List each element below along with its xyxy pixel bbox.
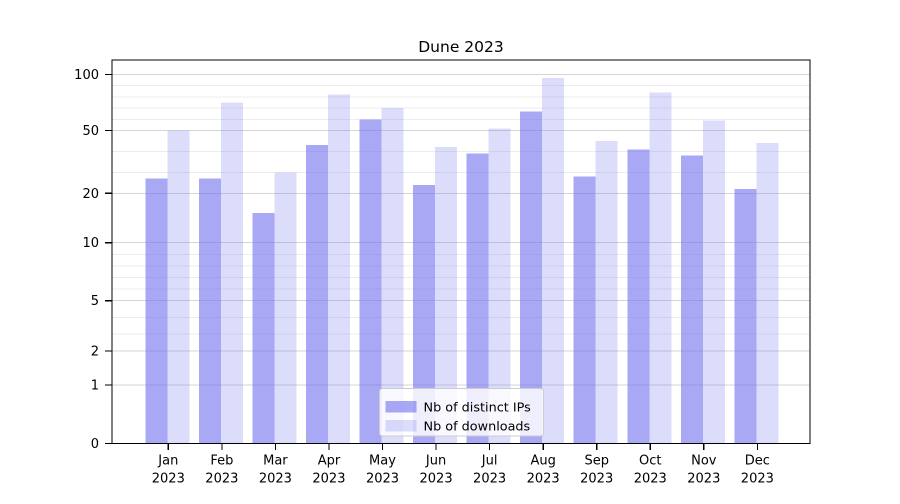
x-tick-label-month: Mar <box>263 454 288 469</box>
y-tick-label: 0 <box>91 437 99 452</box>
legend-swatch-downloads <box>385 420 417 432</box>
y-tick-label: 50 <box>82 124 99 139</box>
bar-segment <box>145 178 168 444</box>
chart-title: Dune 2023 <box>418 38 504 56</box>
x-tick-label-month: Dec <box>745 454 770 469</box>
x-axis-ticks: Jan 2023 Feb 2023 Mar 2023 Apr 2023 May 2023 Jun 20… <box>152 443 774 487</box>
bar-segment <box>327 94 350 444</box>
bar-segment <box>488 128 511 444</box>
x-tick-label-year: 2023 <box>420 472 453 487</box>
legend: Nb of distinct IPs Nb of downloads <box>379 388 544 437</box>
bar-segment <box>702 120 725 444</box>
x-tick-label-year: 2023 <box>741 472 774 487</box>
y-tick-label: 100 <box>74 68 99 83</box>
y-tick-label: 20 <box>82 187 99 202</box>
x-tick-label-month: Nov <box>691 454 717 469</box>
bar-segment <box>680 155 703 444</box>
x-tick-label-year: 2023 <box>366 472 399 487</box>
plot-border <box>111 59 811 445</box>
x-tick-label-year: 2023 <box>152 472 185 487</box>
x-tick-label-month: Jan <box>157 454 178 469</box>
bar-segment <box>595 140 618 444</box>
legend-label-downloads: Nb of downloads <box>424 420 531 435</box>
legend-swatch-distinct-ips <box>385 401 417 413</box>
x-tick-label-month: Sep <box>584 454 609 469</box>
bar-segment <box>381 108 404 444</box>
legend-box <box>379 388 544 437</box>
x-tick-label-year: 2023 <box>687 472 720 487</box>
x-tick-label-year: 2023 <box>473 472 506 487</box>
x-tick-label-month: Apr <box>318 454 341 469</box>
bar-segment <box>756 143 779 444</box>
bar-segment <box>734 189 757 444</box>
bar-segment <box>627 149 650 444</box>
x-tick-label-month: Jul <box>481 454 498 469</box>
bar-segment <box>649 92 672 444</box>
bar-segment <box>466 153 489 444</box>
x-tick-label-year: 2023 <box>259 472 292 487</box>
bar-segment <box>220 102 243 444</box>
bar-segment <box>252 213 275 444</box>
x-tick-label-month: Feb <box>210 454 233 469</box>
x-tick-label-month: Aug <box>530 454 555 469</box>
bars <box>145 77 779 444</box>
x-tick-label-month: Oct <box>639 454 661 469</box>
legend-label-distinct-ips: Nb of distinct IPs <box>424 401 532 416</box>
bar-segment <box>198 178 221 444</box>
bar-segment <box>167 130 190 444</box>
bar-segment <box>520 111 543 444</box>
y-tick-label: 2 <box>91 345 99 360</box>
x-tick-label-year: 2023 <box>312 472 345 487</box>
x-tick-label-month: Jun <box>425 454 446 469</box>
bar-segment <box>435 147 458 444</box>
x-tick-label-year: 2023 <box>580 472 613 487</box>
bar-segment <box>413 184 436 444</box>
bar-segment <box>274 172 297 444</box>
x-tick-label-month: May <box>369 454 396 469</box>
y-tick-label: 5 <box>91 294 99 309</box>
x-tick-label-year: 2023 <box>527 472 560 487</box>
minor-gridlines <box>112 85 810 335</box>
x-tick-label-year: 2023 <box>634 472 667 487</box>
bar-segment <box>542 77 565 444</box>
y-tick-label: 1 <box>91 379 99 394</box>
bar-segment <box>573 176 596 444</box>
x-tick-label-year: 2023 <box>205 472 238 487</box>
y-tick-label: 10 <box>82 236 99 251</box>
bar-segment <box>305 145 328 444</box>
bar-segment <box>359 119 382 444</box>
